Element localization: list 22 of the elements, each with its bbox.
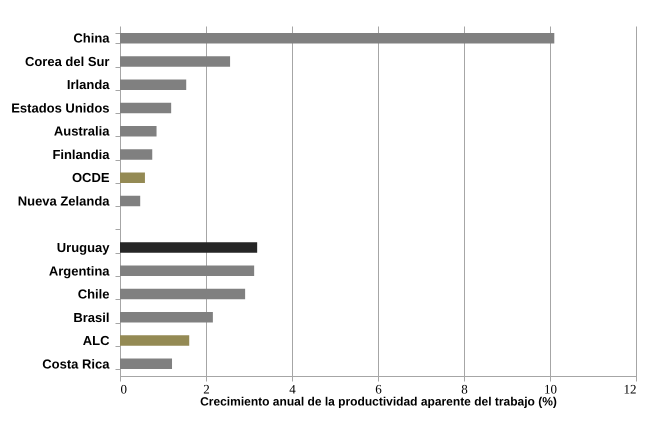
y-tick-label: Uruguay (56, 240, 110, 256)
x-tick-label: 10 (544, 382, 557, 396)
y-tick-label: OCDE (72, 170, 110, 186)
y-tick-label: Brasil (73, 310, 110, 325)
y-tick-label: Estados Unidos (11, 100, 110, 116)
x-tick-label: 4 (289, 382, 296, 396)
y-tick-label: Costa Rica (42, 356, 110, 372)
y-tick-label: Finlandia (52, 146, 110, 162)
y-tick-label: Chile (78, 286, 110, 302)
y-tick-label: Argentina (48, 263, 110, 278)
y-tick-label: Australia (54, 124, 110, 139)
y-tick-label: Corea del Sur (24, 54, 110, 69)
x-tick-label: 6 (375, 382, 382, 396)
y-tick-label: China (73, 30, 110, 46)
x-tick-label: 2 (203, 382, 210, 396)
x-tick-label: 0 (120, 382, 127, 396)
x-tick-label: 8 (461, 382, 468, 396)
y-tick-label: ALC (82, 333, 110, 348)
y-tick-label: Nueva Zelanda (18, 194, 110, 208)
x-axis-title: Crecimiento anual de la productividad aparente del trabajo (%) (200, 394, 557, 408)
y-tick-label: Irlanda (66, 77, 110, 92)
x-tick-label: 12 (624, 382, 636, 396)
